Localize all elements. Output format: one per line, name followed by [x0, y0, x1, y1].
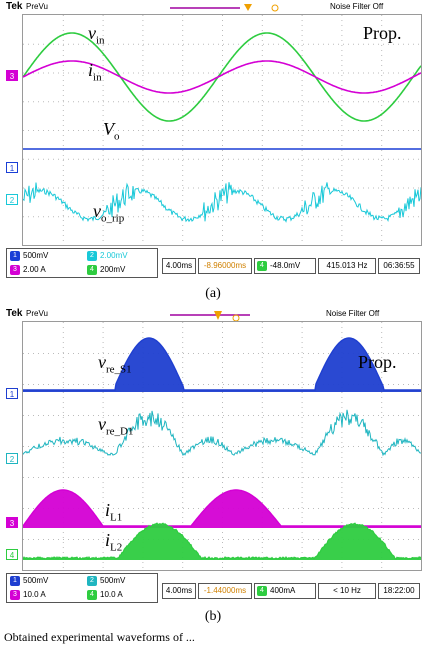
trigger-a: 4 -48.0mV [254, 258, 316, 274]
scope-b-display: vre_S1 vre_D1 iL1 iL2 Prop. [22, 321, 422, 571]
label-vreD1: vre_D1 [98, 414, 134, 438]
acq-mode: PreVu [26, 2, 48, 11]
legend-tag-prop: Prop. [358, 352, 397, 372]
ch1-setting: 1 500mV [10, 251, 48, 261]
trace-vin [22, 32, 422, 122]
timebase-a: 4.00ms [162, 258, 196, 274]
label-iin: iin [88, 60, 102, 84]
trace-vreS1-fill [23, 338, 421, 392]
label-vo: Vo [103, 119, 120, 143]
delay-b: -1.44000ms [198, 583, 252, 599]
noise-filter-status: Noise Filter Off [326, 309, 380, 318]
trace-vreS1 [23, 337, 421, 391]
label-vorip: vo_rip [93, 201, 125, 225]
oscilloscope-b: Tek PreVu Noise Filter Off 1 2 3 4 vre_S… [0, 307, 426, 629]
delay-a: -8.96000ms [198, 258, 252, 274]
scope-a-footer: 1 500mV 2 2.00mV 3 2.00 A 4 200mV 4.00ms -8.… [6, 248, 422, 288]
scope-b-header: Tek PreVu Noise Filter Off [0, 307, 426, 322]
channel-marker-2: 2 [6, 453, 18, 464]
label-vin: vin [88, 23, 105, 47]
caption-a: (a) [205, 286, 221, 301]
scope-a-waveforms [22, 15, 422, 241]
caption-b: (b) [204, 609, 222, 624]
brand-logo: Tek [6, 308, 23, 319]
trace-iin [22, 60, 422, 94]
label-iL1: iL1 [105, 500, 123, 524]
scope-a-display: vin iin Vo vo_rip Prop. [22, 14, 422, 246]
ch4-setting: 4 10.0 A [87, 590, 123, 600]
ch2-setting: 2 2.00mV [87, 251, 128, 261]
label-iL2: iL2 [105, 530, 123, 554]
scope-b-footer: 1 500mV 2 500mV 3 10.0 A 4 10.0 A 4.00ms -1.… [6, 573, 422, 613]
acq-mode: PreVu [26, 309, 48, 318]
ch4-setting: 4 200mV [87, 265, 125, 275]
channel-marker-3: 3 [6, 517, 18, 528]
trace-vorip [22, 182, 422, 223]
channel-marker-2: 2 [6, 194, 18, 205]
ch3-setting: 3 10.0 A [10, 590, 46, 600]
channel-settings-b: 1 500mV 2 500mV 3 10.0 A 4 10.0 A [6, 573, 158, 603]
clock-a: 06:36:55 [378, 258, 420, 274]
channel-marker-1: 1 [6, 162, 18, 173]
ch1-setting: 1 500mV [10, 576, 48, 586]
channel-settings-a: 1 500mV 2 2.00mV 3 2.00 A 4 200mV [6, 248, 158, 278]
channel-marker-3: 3 [6, 70, 18, 81]
trigger-b: 4 400mA [254, 583, 316, 599]
noise-filter-status: Noise Filter Off [330, 2, 384, 11]
trace-iL1-fill [23, 490, 421, 528]
oscilloscope-a: Tek PreVu Noise Filter Off 3 1 2 vin iin… [0, 0, 426, 310]
clock-b: 18:22:00 [378, 583, 420, 599]
ch2-setting: 2 500mV [87, 576, 125, 586]
trace-iL2-fill [23, 523, 421, 560]
figure-description: Obtained experimental waveforms of ... [4, 630, 195, 644]
channel-marker-1: 1 [6, 388, 18, 399]
legend-tag-prop: Prop. [363, 23, 402, 43]
frequency-b: < 10 Hz [318, 583, 376, 599]
trace-vreD1 [22, 409, 422, 457]
label-vreS1: vre_S1 [98, 352, 132, 376]
brand-logo: Tek [6, 1, 23, 12]
frequency-a: 415.013 Hz [318, 258, 376, 274]
timebase-b: 4.00ms [162, 583, 196, 599]
ch3-setting: 3 2.00 A [10, 265, 46, 275]
channel-marker-4: 4 [6, 549, 18, 560]
scope-b-waveforms [22, 322, 422, 568]
trace-iL2 [22, 522, 422, 560]
scope-a-header: Tek PreVu Noise Filter Off [0, 0, 426, 14]
trigger-position-bar [170, 4, 279, 12]
